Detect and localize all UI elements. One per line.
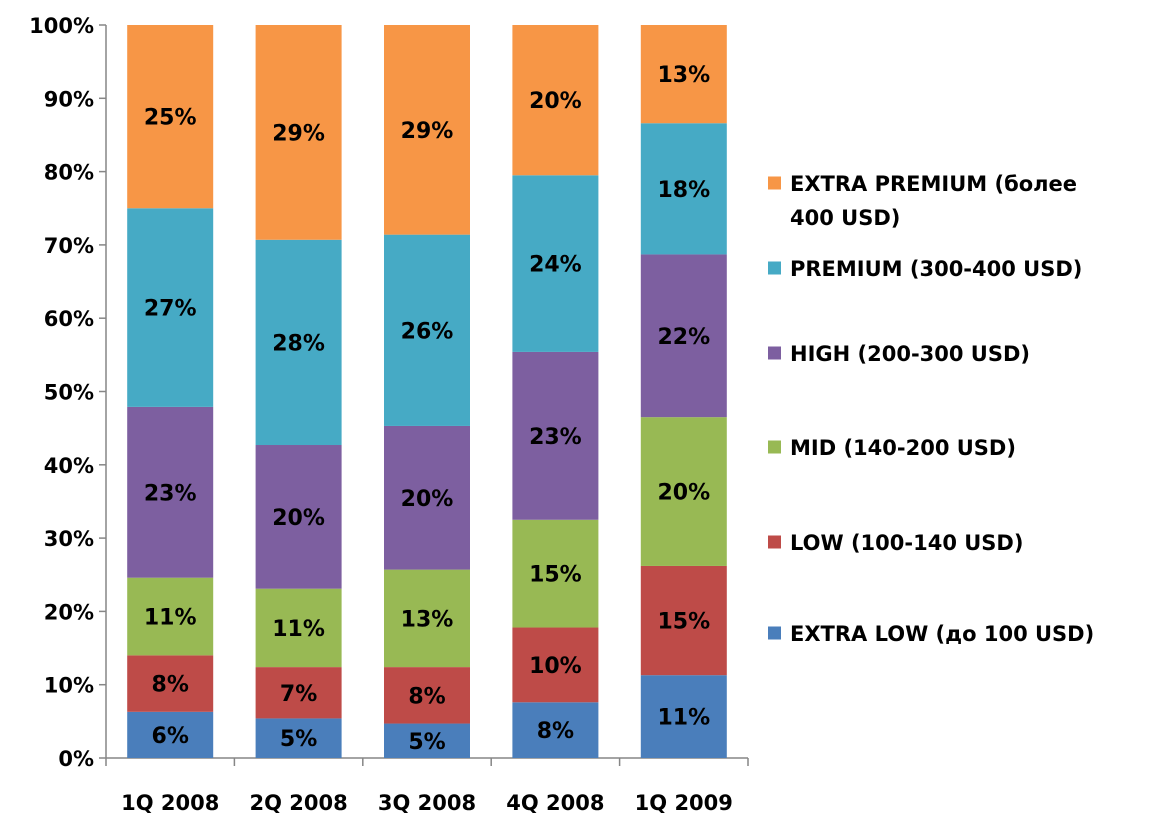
bar-segment (640, 123, 727, 255)
legend-label: LOW (100-140 USD) (790, 531, 1023, 555)
data-label: 8% (537, 719, 574, 744)
data-label: 27% (144, 297, 197, 322)
bar-segment (255, 239, 342, 446)
legend-label: EXTRA PREMIUM (более (790, 172, 1077, 196)
y-tick-label: 30% (44, 527, 94, 551)
legend-swatch (768, 626, 781, 640)
data-label: 20% (529, 89, 582, 114)
x-category-label: 1Q 2008 (121, 791, 219, 815)
data-label: 11% (144, 606, 197, 631)
data-label: 13% (401, 607, 454, 632)
data-label: 5% (408, 730, 445, 755)
data-label: 20% (401, 487, 454, 512)
bar-segment (127, 406, 214, 578)
bar-segment (255, 25, 342, 240)
bar-segment (384, 667, 470, 724)
bar-segment (640, 254, 727, 418)
legend-label: MID (140-200 USD) (790, 436, 1016, 460)
bar-segment (512, 702, 599, 758)
data-label: 20% (657, 481, 710, 506)
legend-swatch (768, 535, 781, 549)
bar-segment (384, 723, 470, 758)
data-label: 29% (272, 121, 325, 146)
y-tick-label: 40% (44, 454, 94, 478)
bar-segment (384, 569, 470, 668)
data-label: 25% (144, 106, 197, 131)
x-category-label: 2Q 2008 (249, 791, 347, 815)
data-label: 10% (529, 654, 582, 679)
bar-segment (127, 25, 214, 209)
data-label: 7% (280, 682, 317, 707)
data-label: 11% (272, 617, 325, 642)
data-label: 23% (529, 425, 582, 450)
bar-segment (640, 417, 727, 566)
data-label: 13% (657, 63, 710, 88)
plot-area: 0% 10% 20% 30% 40% 50% 60% 70% 80% 90% 100% 6% 8% 11%… (29, 14, 749, 815)
x-category-label: 3Q 2008 (378, 791, 476, 815)
legend-label: HIGH (200-300 USD) (790, 342, 1030, 366)
bar-segment (127, 711, 214, 758)
data-label: 6% (152, 724, 189, 749)
bar-segment (512, 25, 599, 176)
data-label: 20% (272, 506, 325, 531)
legend-swatch (768, 346, 781, 360)
y-tick-label: 50% (44, 381, 94, 405)
x-category-label: 4Q 2008 (506, 791, 604, 815)
legend-label: EXTRA LOW (до 100 USD) (790, 622, 1094, 646)
data-label: 24% (529, 253, 582, 278)
bar-segment (384, 425, 470, 570)
x-category-label: 1Q 2009 (635, 791, 733, 815)
data-label: 29% (401, 119, 454, 144)
legend-swatch (768, 176, 781, 190)
bar-segment (512, 519, 599, 628)
y-tick-label: 100% (29, 14, 94, 38)
data-label: 28% (272, 331, 325, 356)
data-label: 23% (144, 481, 197, 506)
bar-segment (255, 445, 342, 589)
data-label: 15% (657, 610, 710, 635)
bar-segment (255, 718, 342, 758)
bar-segment (640, 25, 727, 124)
y-tick-label: 20% (44, 600, 94, 624)
y-tick-label: 0% (58, 747, 94, 771)
data-label: 22% (657, 325, 710, 350)
legend-label: 400 USD) (790, 206, 900, 230)
y-tick-label: 10% (44, 674, 94, 698)
bar-segment (512, 351, 599, 520)
bar-segment (384, 234, 470, 426)
data-label: 15% (529, 563, 582, 588)
bar-segment (512, 175, 599, 352)
data-label: 5% (280, 727, 317, 752)
bar-segment (127, 577, 214, 656)
y-tick-label: 60% (44, 307, 94, 331)
data-label: 8% (152, 673, 189, 698)
legend-label: PREMIUM (300-400 USD) (790, 257, 1082, 281)
bar-segment (255, 588, 342, 668)
legend-swatch (768, 261, 781, 275)
data-label: 11% (657, 706, 710, 731)
bar-segment (640, 565, 727, 676)
y-tick-label: 80% (44, 161, 94, 185)
data-label: 26% (401, 319, 454, 344)
y-tick-label: 70% (44, 234, 94, 258)
bar-segment (255, 667, 342, 719)
data-label: 8% (408, 684, 445, 709)
bar-segment (127, 208, 214, 407)
legend-swatch (768, 440, 781, 454)
bar-segment (384, 25, 470, 235)
data-label: 18% (657, 178, 710, 203)
y-tick-label: 90% (44, 87, 94, 111)
bar-segment (127, 655, 214, 712)
bar-segment (512, 627, 599, 703)
legend: EXTRA PREMIUM (более 400 USD) PREMIUM (300… (768, 172, 1094, 646)
bar-segment (640, 675, 727, 758)
